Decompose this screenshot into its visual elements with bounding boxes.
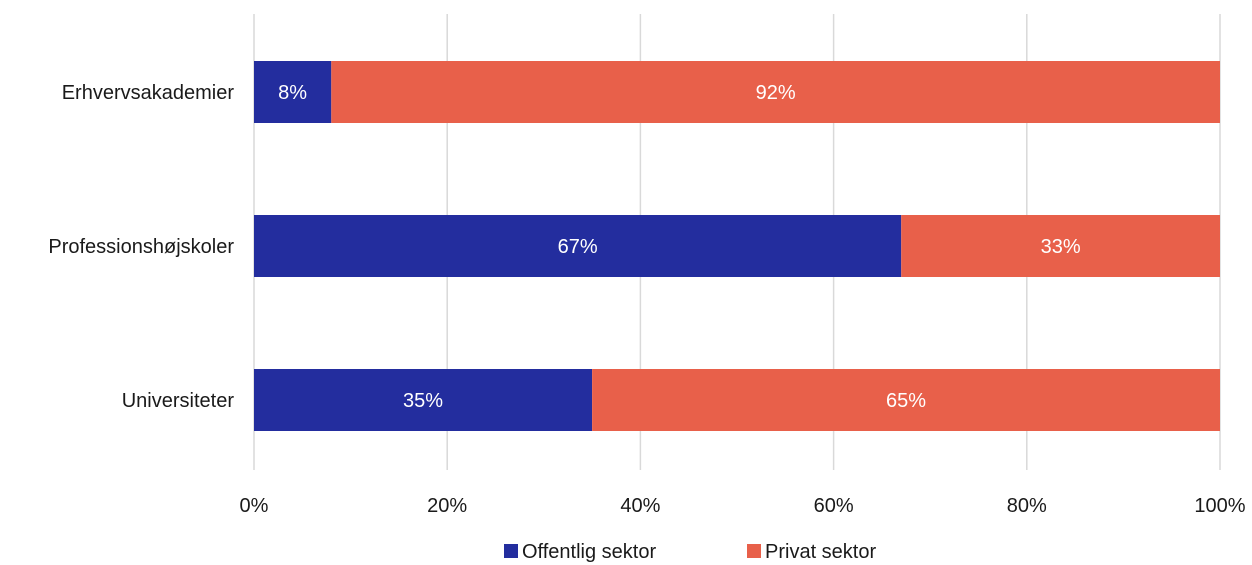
bar-offentlig-2 (254, 215, 902, 277)
legend: Offentlig sektor Privat sektor (504, 541, 876, 563)
legend-label: Privat sektor (765, 541, 876, 563)
x-axis-tick-labels: 0% 20% 40% 60% 80% 100% (240, 495, 1246, 517)
bar-labels: 8% 92% 67% 33% 35% 65% (278, 82, 1081, 412)
bar-value-label: 35% (403, 390, 443, 412)
bar-value-label: 92% (756, 82, 796, 104)
bar-value-label: 8% (278, 82, 307, 104)
x-tick-label: 100% (1194, 495, 1245, 517)
bars (254, 61, 1220, 431)
category-label: Erhvervsakademier (62, 82, 235, 104)
bar-privat-2 (901, 215, 1220, 277)
x-tick-label: 0% (240, 495, 269, 517)
legend-label: Offentlig sektor (522, 541, 656, 563)
category-label: Universiteter (122, 390, 235, 412)
x-tick-label: 80% (1007, 495, 1047, 517)
legend-swatch (747, 544, 761, 558)
bar-privat-3 (592, 369, 1220, 431)
bar-privat-1 (331, 61, 1220, 123)
x-tick-label: 20% (427, 495, 467, 517)
category-label: Professionshøjskoler (48, 236, 234, 258)
x-tick-label: 60% (814, 495, 854, 517)
bar-value-label: 67% (558, 236, 598, 258)
x-tick-label: 40% (620, 495, 660, 517)
legend-item-offentlig: Offentlig sektor (504, 541, 656, 563)
bar-offentlig-3 (254, 369, 593, 431)
category-labels: Erhvervsakademier Professionshøjskoler Uni… (48, 82, 234, 412)
legend-swatch (504, 544, 518, 558)
bar-value-label: 65% (886, 390, 926, 412)
bar-offentlig-1 (254, 61, 332, 123)
legend-item-privat: Privat sektor (747, 541, 876, 563)
bar-value-label: 33% (1041, 236, 1081, 258)
